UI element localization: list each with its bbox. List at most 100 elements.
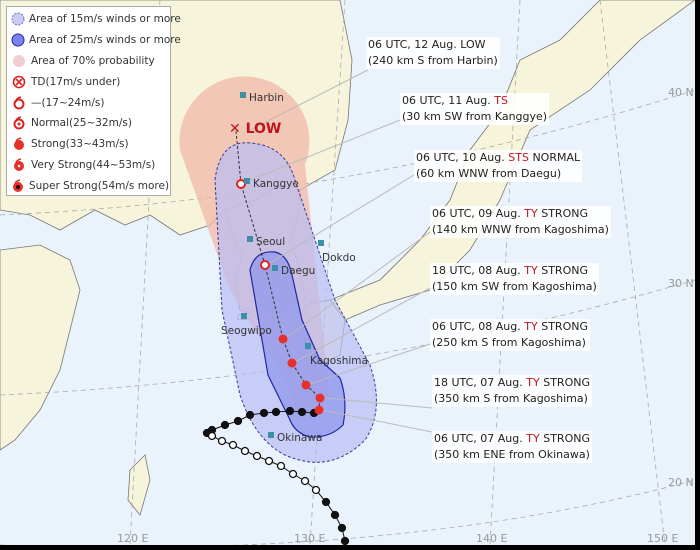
forecast-grade: TS: [494, 94, 508, 107]
past-track-point: [245, 410, 255, 420]
forecast-label: 06 UTC, 08 Aug. TY STRONG (250 km S from …: [430, 319, 590, 351]
past-track-point: [264, 456, 274, 466]
lon-label: 140 E: [476, 532, 508, 545]
legend-label: Area of 25m/s winds or more: [29, 34, 181, 47]
forecast-grade: TY: [526, 432, 540, 445]
city-marker-icon: [272, 265, 278, 271]
dashed-circle-light-blue-icon: [11, 11, 25, 27]
legend-label: Very Strong(44~53m/s): [31, 158, 156, 171]
forecast-label: 06 UTC, 11 Aug. TS (30 km SW from Kanggy…: [400, 93, 550, 125]
legend-label: Area of 70% probability: [31, 54, 155, 67]
forecast-time: 06 UTC, 09 Aug.: [432, 207, 521, 220]
forecast-time: 06 UTC, 10 Aug.: [416, 151, 505, 164]
past-track-point: [340, 536, 350, 545]
city-okinawa: Okinawa: [268, 432, 322, 444]
typhoon-super-strong-icon: [11, 178, 25, 194]
city-name: Dokdo: [322, 252, 356, 264]
typhoon-strong-icon: [315, 393, 325, 403]
forecast-location: (60 km WNW from Daegu): [416, 167, 562, 180]
forecast-label: 18 UTC, 07 Aug. TY STRONG (350 km S from …: [432, 375, 592, 407]
legend-label: Normal(25~32m/s): [31, 117, 132, 130]
forecast-intensity: LOW: [460, 38, 486, 51]
forecast-label: 18 UTC, 08 Aug. TY STRONG (150 km SW from…: [430, 263, 599, 295]
past-track-point: [233, 416, 243, 426]
city-marker-icon: [241, 313, 247, 319]
city-marker-icon: [318, 240, 324, 246]
past-track-point: [276, 461, 286, 471]
lat-20: [0, 479, 695, 545]
legend-item-25ms: Area of 25m/s winds or more: [11, 30, 181, 51]
forecast-time: 06 UTC, 07 Aug.: [434, 432, 523, 445]
lon-130: [309, 0, 346, 545]
forecast-time: 06 UTC, 11 Aug.: [402, 94, 491, 107]
legend-item-15ms: Area of 15m/s winds or more: [11, 9, 181, 30]
past-track-point: [285, 406, 295, 416]
legend-item-prob70: Area of 70% probability: [11, 51, 166, 72]
forecast-location: (350 km S from Kagoshima): [434, 392, 588, 405]
city-seoul: Seoul: [247, 236, 285, 248]
past-track-point: [297, 407, 307, 417]
city-name: Seogwipo: [221, 325, 272, 337]
past-track-point: [330, 510, 340, 520]
taiwan: [127, 454, 151, 516]
forecast-label: 06 UTC, 12 Aug. LOW (240 km S from Harbin…: [366, 37, 500, 69]
circle-pink-icon: [11, 53, 27, 69]
city-name: Daegu: [281, 265, 316, 277]
past-track-point: [271, 407, 281, 417]
city-marker-icon: [305, 343, 311, 349]
past-track-point: [288, 469, 298, 479]
forecast-label: 06 UTC, 07 Aug. TY STRONG (350 km ENE fro…: [432, 431, 592, 463]
city-marker-icon: [244, 178, 250, 184]
legend-item-ts: —(17~24m/s): [11, 92, 166, 113]
typhoon-strong-icon: [11, 136, 27, 152]
legend-item-very-strong: Very Strong(44~53m/s): [11, 155, 166, 176]
city-seogwipo: Seogwipo: [221, 313, 272, 337]
typhoon-outline-icon: [236, 179, 246, 189]
forecast-grade: TY: [524, 207, 538, 220]
typhoon-strong-icon: [278, 334, 288, 344]
lon-label: 150 E: [647, 532, 679, 545]
forecast-intensity: STRONG: [543, 432, 590, 445]
legend-label: TD(17m/s under): [31, 75, 121, 88]
city-name: Kagoshima: [310, 355, 368, 367]
forecast-time: 18 UTC, 07 Aug.: [434, 376, 523, 389]
forecast-intensity: STRONG: [541, 264, 588, 277]
past-track-point: [259, 408, 269, 418]
typhoon-very-strong-icon: [11, 157, 27, 173]
forecast-time: 18 UTC, 08 Aug.: [432, 264, 521, 277]
legend-item-td: TD(17m/s under): [11, 71, 166, 92]
forecast-location: (150 km SW from Kagoshima): [432, 280, 597, 293]
lat-label: 40 N: [668, 86, 694, 99]
forecast-grade: TY: [524, 320, 538, 333]
typhoon-strong-icon: [314, 405, 324, 415]
lon-150: [599, 0, 666, 545]
city-harbin: Harbin: [240, 92, 284, 104]
forecast-time: 06 UTC, 08 Aug.: [432, 320, 521, 333]
past-track-point: [207, 431, 217, 441]
city-name: Seoul: [256, 236, 286, 248]
past-track-point: [252, 451, 262, 461]
typhoon-strong-icon: [301, 380, 311, 390]
legend-label: Strong(33~43m/s): [31, 138, 129, 151]
low-marker: ✕ LOW: [229, 121, 282, 137]
legend-label: Super Strong(54m/s more): [29, 179, 170, 192]
forecast-label: 06 UTC, 10 Aug. STS NORMAL (60 km WNW fro…: [414, 150, 583, 182]
typhoon-normal-icon: [260, 260, 270, 270]
forecast-location: (250 km S from Kagoshima): [432, 336, 586, 349]
lat-label: 30 N: [668, 277, 694, 290]
area-25ms: [249, 251, 346, 438]
forecast-grade: TY: [524, 264, 538, 277]
circle-blue-icon: [11, 32, 25, 48]
past-track-point: [240, 446, 250, 456]
city-kagoshima: Kagoshima: [305, 343, 368, 367]
city-marker-icon: [268, 432, 274, 438]
legend-item-normal: Normal(25~32m/s): [11, 113, 166, 134]
past-track-point: [217, 436, 227, 446]
legend-item-strong: Strong(33~43m/s): [11, 134, 166, 155]
leader-lines: [244, 69, 433, 433]
forecast-label: 06 UTC, 09 Aug. TY STRONG (140 km WNW fro…: [430, 206, 611, 238]
city-kanggye: Kanggye: [244, 178, 299, 190]
low-label: LOW: [245, 121, 282, 137]
